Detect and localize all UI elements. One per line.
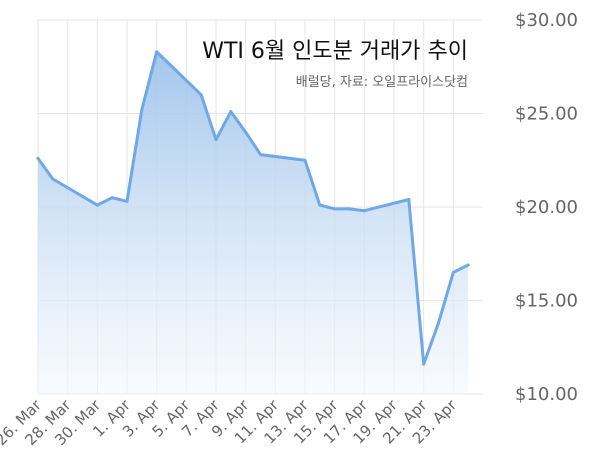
data-point (451, 270, 455, 274)
chart-subtitle: 배럴당, 자료: 오일프라이스닷컴 (296, 75, 468, 90)
data-point (362, 209, 366, 213)
data-point (437, 321, 440, 325)
y-axis-ticks: $10.00 $15.00 $20.00 $25.00 $30.00 (515, 10, 578, 405)
data-point (155, 50, 159, 54)
data-point (110, 196, 114, 200)
chart-title: WTI 6월 인도분 거래가 추이 (202, 39, 468, 64)
data-point (36, 156, 40, 160)
y-tick-label: $30.00 (515, 10, 578, 31)
y-tick-label: $15.00 (515, 291, 578, 312)
data-point (95, 203, 99, 207)
data-point (229, 110, 233, 114)
data-point (244, 130, 248, 134)
y-tick-label: $25.00 (515, 104, 578, 125)
series-line (36, 50, 470, 366)
data-point (303, 158, 307, 162)
data-point (318, 203, 322, 207)
data-point (348, 207, 351, 211)
data-point (407, 198, 411, 202)
data-point (140, 108, 144, 112)
data-point (51, 177, 55, 181)
data-point (125, 199, 129, 203)
data-point (199, 93, 203, 97)
data-point (333, 207, 337, 211)
data-points (36, 50, 470, 366)
data-point (422, 362, 426, 366)
data-point (214, 138, 218, 142)
data-point (466, 263, 470, 267)
data-point (259, 153, 262, 157)
y-tick-label: $10.00 (515, 384, 578, 405)
y-tick-label: $20.00 (515, 197, 578, 218)
area-fill (38, 51, 469, 395)
